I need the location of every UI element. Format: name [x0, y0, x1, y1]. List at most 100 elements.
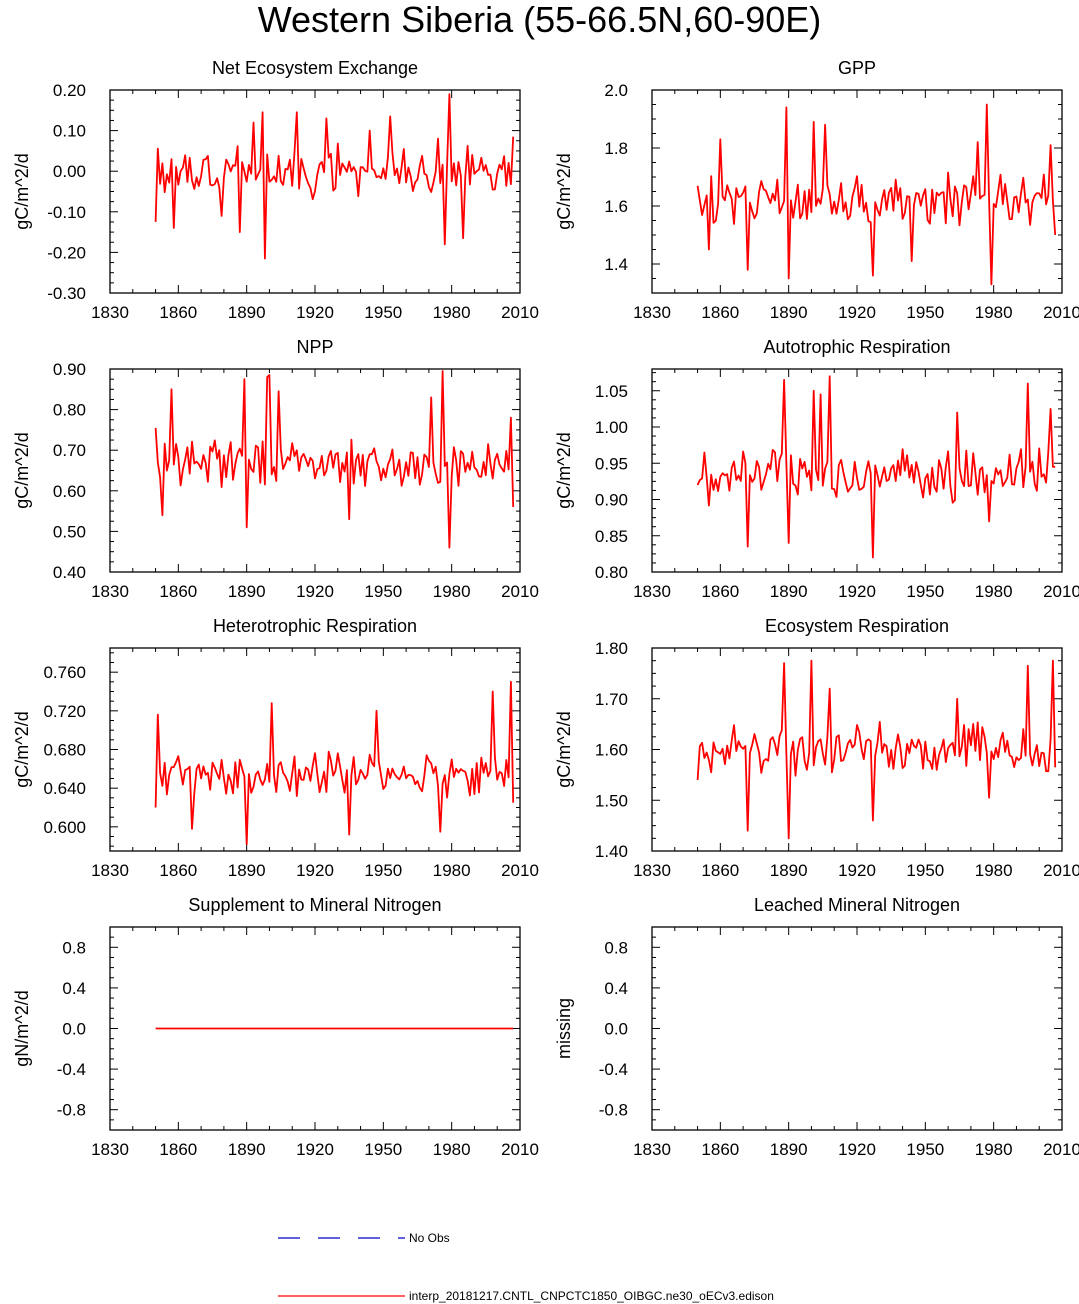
y-tick-label: 1.40	[595, 842, 628, 861]
x-tick-label: 1860	[159, 303, 197, 322]
y-tick-label: 0.4	[604, 979, 628, 998]
x-tick-label: 1830	[633, 303, 671, 322]
y-tick-label: 1.8	[604, 139, 628, 158]
y-tick-label: 0.720	[43, 702, 86, 721]
y-tick-label: 1.60	[595, 741, 628, 760]
y-tick-label: -0.10	[47, 203, 86, 222]
y-tick-label: 2.0	[604, 81, 628, 100]
x-tick-label: 1890	[770, 582, 808, 601]
y-tick-label: -0.8	[599, 1101, 628, 1120]
x-tick-label: 1950	[364, 303, 402, 322]
y-tick-label: 0.90	[53, 360, 86, 379]
x-tick-label: 1890	[770, 1140, 808, 1159]
x-tick-label: 1890	[228, 1140, 266, 1159]
x-tick-label: 1890	[228, 303, 266, 322]
x-tick-label: 1980	[975, 303, 1013, 322]
y-tick-label: 0.20	[53, 81, 86, 100]
y-axis-label: gN/m^2/d	[12, 990, 32, 1066]
y-tick-label: 0.0	[604, 1020, 628, 1039]
x-tick-label: 1920	[838, 582, 876, 601]
chart-panels: Net Ecosystem Exchange gC/m^2/d 1830 1860 18…	[12, 58, 1079, 1159]
panel-title: Heterotrophic Respiration	[213, 616, 417, 636]
x-tick-label: 1860	[701, 303, 739, 322]
x-tick-label: 1830	[633, 582, 671, 601]
y-tick-label: 1.4	[604, 255, 628, 274]
y-tick-label: 1.05	[595, 382, 628, 401]
y-tick-label: 1.00	[595, 418, 628, 437]
y-tick-label: 0.70	[53, 441, 86, 460]
chart-panel-8: Leached Mineral Nitrogen missing 1830 1860 1…	[554, 895, 1079, 1159]
panel-title: Supplement to Mineral Nitrogen	[188, 895, 441, 915]
y-tick-label: -0.4	[599, 1060, 628, 1079]
y-tick-label: 0.80	[595, 563, 628, 582]
x-tick-label: 1830	[91, 303, 129, 322]
x-tick-label: 1920	[838, 861, 876, 880]
y-axis-label: gC/m^2/d	[554, 432, 574, 508]
y-tick-label: 0.95	[595, 454, 628, 473]
panel-title: Ecosystem Respiration	[765, 616, 949, 636]
y-tick-label: 0.8	[62, 938, 86, 957]
y-axis-label: missing	[554, 998, 574, 1059]
chart-panel-1: Net Ecosystem Exchange gC/m^2/d 1830 1860 18…	[12, 58, 539, 322]
x-tick-label: 1980	[975, 1140, 1013, 1159]
x-tick-label: 1950	[364, 1140, 402, 1159]
x-tick-label: 1980	[433, 861, 471, 880]
x-tick-label: 1890	[770, 861, 808, 880]
x-tick-label: 2010	[501, 303, 539, 322]
y-axis-label: gC/m^2/d	[554, 711, 574, 787]
y-tick-label: 0.40	[53, 563, 86, 582]
x-tick-label: 1860	[159, 1140, 197, 1159]
y-axis-label: gC/m^2/d	[12, 711, 32, 787]
x-tick-label: 1920	[296, 861, 334, 880]
chart-panel-7: Supplement to Mineral Nitrogen gN/m^2/d 18…	[12, 895, 539, 1159]
x-tick-label: 1950	[906, 582, 944, 601]
y-tick-label: 0.760	[43, 663, 86, 682]
x-tick-label: 1890	[770, 303, 808, 322]
y-tick-label: 0.85	[595, 527, 628, 546]
x-tick-label: 1860	[701, 1140, 739, 1159]
plot-frame	[651, 89, 1063, 294]
x-tick-label: 1860	[701, 861, 739, 880]
y-tick-label: 1.50	[595, 791, 628, 810]
legend-label-no-obs: No Obs	[409, 1231, 450, 1245]
panel-title: Net Ecosystem Exchange	[212, 58, 418, 78]
panel-title: GPP	[838, 58, 876, 78]
x-tick-label: 2010	[501, 1140, 539, 1159]
x-tick-label: 1920	[838, 1140, 876, 1159]
x-tick-label: 2010	[1043, 861, 1079, 880]
legend-label-model: interp_20181217.CNTL_CNPCTC1850_OIBGC.ne…	[409, 1289, 774, 1303]
x-tick-label: 1830	[91, 1140, 129, 1159]
y-tick-label: 0.80	[53, 401, 86, 420]
series-line	[154, 680, 515, 846]
y-axis-label: gC/m^2/d	[12, 153, 32, 229]
y-tick-label: 0.8	[604, 938, 628, 957]
x-tick-label: 2010	[501, 861, 539, 880]
x-tick-label: 1830	[91, 861, 129, 880]
x-tick-label: 2010	[1043, 1140, 1079, 1159]
x-tick-label: 1980	[433, 1140, 471, 1159]
y-axis-label: gC/m^2/d	[554, 153, 574, 229]
y-tick-label: 0.60	[53, 482, 86, 501]
panel-title: Leached Mineral Nitrogen	[754, 895, 960, 915]
x-tick-label: 1950	[906, 861, 944, 880]
x-tick-label: 1950	[364, 861, 402, 880]
x-tick-label: 1920	[838, 303, 876, 322]
y-tick-label: -0.4	[57, 1060, 86, 1079]
series-line	[696, 659, 1057, 840]
y-axis-label: gC/m^2/d	[12, 432, 32, 508]
x-tick-label: 1920	[296, 303, 334, 322]
x-tick-label: 1920	[296, 1140, 334, 1159]
y-tick-label: 0.10	[53, 122, 86, 141]
plot-frame	[109, 647, 521, 852]
y-tick-label: 0.4	[62, 979, 86, 998]
y-tick-label: 0.640	[43, 779, 86, 798]
x-tick-label: 1950	[364, 582, 402, 601]
y-tick-label: 0.90	[595, 491, 628, 510]
x-tick-label: 1890	[228, 582, 266, 601]
y-tick-label: -0.8	[57, 1101, 86, 1120]
x-tick-label: 2010	[1043, 582, 1079, 601]
series-line	[154, 93, 515, 260]
x-tick-label: 1950	[906, 303, 944, 322]
figure-title: Western Siberia (55-66.5N,60-90E)	[257, 0, 822, 40]
x-tick-label: 1980	[975, 861, 1013, 880]
